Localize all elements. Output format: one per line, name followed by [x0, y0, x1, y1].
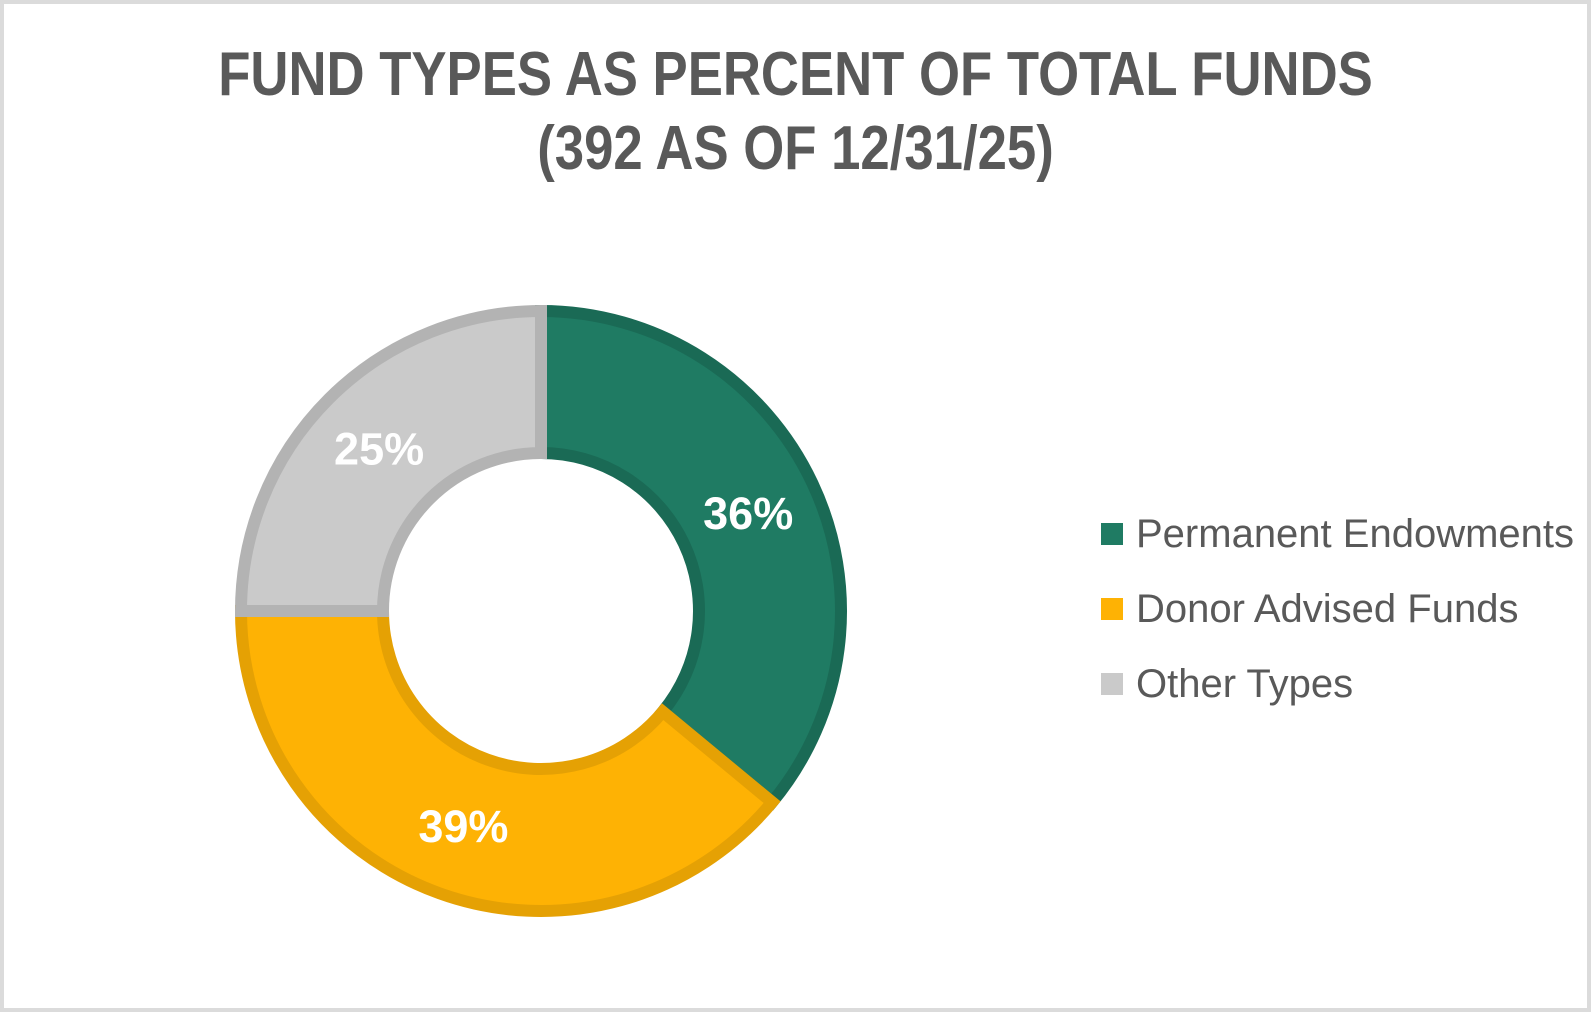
donut-slice-donor-advised-funds — [234, 605, 781, 917]
legend-swatch-icon — [1101, 523, 1123, 545]
legend-item-donor-advised-funds: Donor Advised Funds — [1101, 584, 1574, 634]
donut-slice-permanent-endowments — [535, 304, 847, 811]
chart-legend: Permanent Endowments Donor Advised Funds… — [1101, 509, 1574, 709]
data-label-permanent-endowments: 36% — [703, 488, 793, 539]
chart-title-line-2: (392 AS OF 12/31/25) — [537, 114, 1054, 183]
legend-swatch-icon — [1101, 598, 1123, 620]
legend-label: Permanent Endowments — [1136, 512, 1575, 556]
donut-slice-other-types — [234, 304, 547, 617]
legend-item-other-types: Other Types — [1101, 659, 1574, 709]
chart-title-line-1: FUND TYPES AS PERCENT OF TOTAL FUNDS — [218, 40, 1373, 109]
donut-chart: 36% 39% 25% — [234, 304, 847, 917]
legend-label: Donor Advised Funds — [1136, 587, 1519, 631]
legend-item-permanent-endowments: Permanent Endowments — [1101, 509, 1574, 559]
legend-swatch-icon — [1101, 673, 1123, 695]
data-label-other-types: 25% — [334, 424, 424, 475]
data-label-donor-advised-funds: 39% — [418, 801, 508, 852]
chart-title: FUND TYPES AS PERCENT OF TOTAL FUNDS (39… — [4, 38, 1587, 186]
legend-label: Other Types — [1136, 662, 1354, 706]
